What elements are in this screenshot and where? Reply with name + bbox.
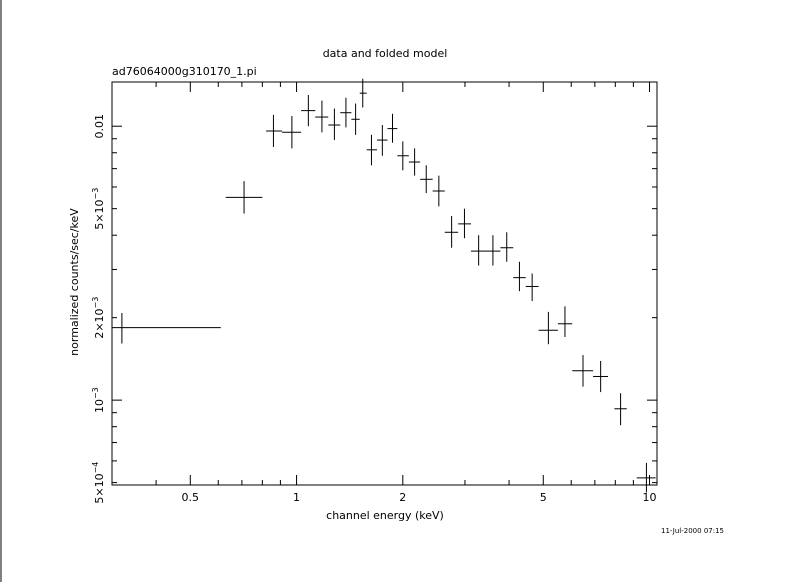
x-tick-label: 10: [643, 491, 657, 504]
data-point: [351, 103, 360, 135]
data-point: [485, 235, 501, 266]
data-point: [315, 100, 329, 133]
chart-title: data and folded model: [323, 47, 448, 60]
data-point: [112, 313, 221, 344]
data-point: [444, 216, 459, 248]
data-point: [397, 141, 409, 171]
plot-timestamp: 11-Jul-2000 07:15: [661, 527, 724, 535]
y-tick-base: 5×10: [93, 199, 106, 229]
data-point: [359, 78, 367, 108]
x-axis-label: channel energy (keV): [326, 509, 444, 522]
data-point: [538, 311, 558, 345]
data-point: [282, 115, 302, 149]
data-point: [525, 273, 539, 302]
data-point: [470, 235, 486, 266]
y-tick-base: 2×10: [93, 308, 106, 338]
data-point: [266, 114, 283, 147]
data-point: [458, 208, 471, 239]
x-tick-label: 5: [540, 491, 547, 504]
data-point: [408, 148, 421, 176]
data-point: [420, 165, 433, 194]
y-tick-exponent: −4: [91, 462, 100, 474]
plot-frame: [111, 81, 658, 486]
y-tick-base: 10: [93, 399, 106, 413]
data-point: [340, 97, 352, 128]
y-tick-base: 5×10: [93, 473, 106, 503]
data-point: [376, 125, 388, 156]
y-tick-exponent: −3: [91, 297, 100, 309]
data-point: [387, 113, 398, 143]
data-point: [500, 232, 514, 262]
data-point: [301, 94, 316, 127]
y-tick-label: 10−3: [91, 387, 106, 413]
data-point: [636, 462, 656, 493]
data-point: [328, 108, 341, 141]
data-point: [572, 355, 594, 387]
y-tick-exponent: −3: [91, 188, 100, 200]
data-point: [513, 261, 526, 292]
y-tick-base: 0.01: [93, 114, 106, 138]
data-point: [366, 134, 377, 166]
y-tick-label: 5×10−4: [91, 462, 106, 504]
y-axis-label: normalized counts/sec/keV: [68, 208, 81, 356]
x-tick-label: 2: [399, 491, 406, 504]
y-tick-label: 5×10−3: [91, 188, 106, 230]
data-point: [557, 306, 573, 338]
x-tick-label: 0.5: [182, 491, 200, 504]
chart-subtitle: ad76064000g310170_1.pi: [112, 65, 257, 78]
x-tick-label: 1: [293, 491, 300, 504]
y-tick-label: 0.01: [93, 114, 106, 138]
y-tick-exponent: −3: [91, 387, 100, 399]
y-tick-label: 2×10−3: [91, 297, 106, 339]
data-point: [432, 175, 445, 207]
data-point: [614, 393, 627, 426]
data-point: [225, 181, 263, 214]
data-point: [593, 360, 609, 393]
